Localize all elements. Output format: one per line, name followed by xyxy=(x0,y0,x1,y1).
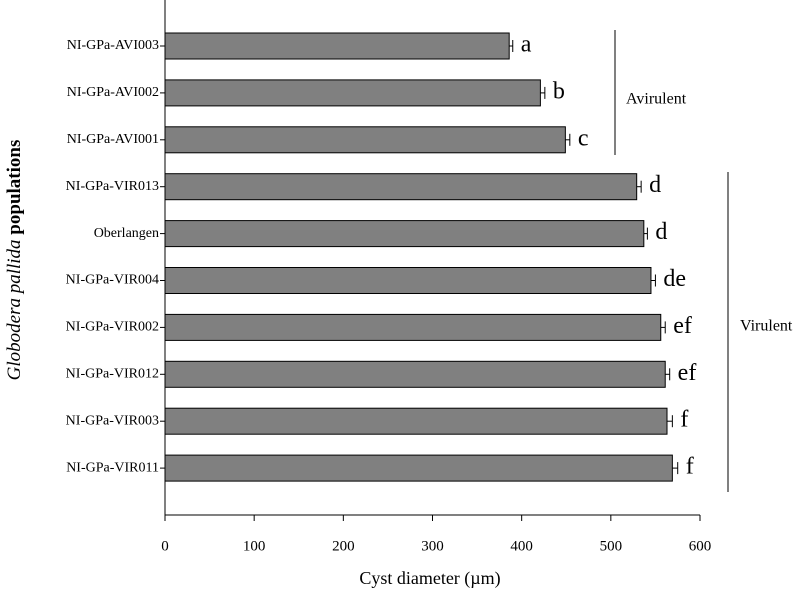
y-tick-label: Oberlangen xyxy=(94,226,159,241)
bar xyxy=(164,173,638,201)
significance-letter: d xyxy=(649,172,661,198)
error-bar xyxy=(509,40,514,52)
error-bar xyxy=(636,180,642,193)
bar xyxy=(164,220,645,248)
y-tick-label: NI-GPa-VIR013 xyxy=(66,179,159,194)
significance-letter: de xyxy=(663,266,686,292)
bar xyxy=(164,454,673,482)
x-tick-label: 400 xyxy=(510,538,533,554)
significance-letter: f xyxy=(680,407,688,433)
y-tick-label: NI-GPa-VIR012 xyxy=(66,367,159,382)
bar xyxy=(164,267,652,294)
x-tick-label: 200 xyxy=(332,538,355,554)
x-tick-label: 100 xyxy=(243,538,266,554)
y-tick-label: NI-GPa-AVI001 xyxy=(67,132,159,147)
bar xyxy=(164,407,668,435)
bar xyxy=(164,79,541,107)
error-bar xyxy=(660,321,666,334)
bar xyxy=(164,126,566,154)
significance-letter: a xyxy=(521,32,532,58)
bar xyxy=(164,360,666,388)
significance-letter: f xyxy=(686,454,694,480)
y-tick-label: NI-GPa-VIR004 xyxy=(66,273,159,288)
y-tick-label: NI-GPa-AVI002 xyxy=(67,85,159,100)
error-bar xyxy=(565,133,571,146)
y-axis-label-italic: Globodera pallida xyxy=(4,239,25,380)
error-bar xyxy=(665,368,671,381)
error-bar xyxy=(672,462,679,475)
significance-letter: b xyxy=(553,78,565,104)
y-axis-label-plain: populations xyxy=(4,140,25,235)
error-bar xyxy=(650,274,656,287)
x-tick-label: 600 xyxy=(689,538,712,554)
x-tick-label: 500 xyxy=(600,538,623,554)
x-tick-label: 0 xyxy=(161,538,169,554)
significance-letter: ef xyxy=(678,360,697,386)
x-axis-label: Cyst diameter (µm) xyxy=(359,568,500,589)
error-bar xyxy=(643,227,648,240)
y-tick-label: NI-GPa-VIR011 xyxy=(66,460,159,475)
y-tick-label: NI-GPa-VIR002 xyxy=(66,320,159,335)
bar xyxy=(164,32,510,60)
significance-letter: c xyxy=(578,125,589,151)
x-tick-label: 300 xyxy=(421,538,444,554)
y-tick-label: NI-GPa-AVI003 xyxy=(67,38,159,53)
y-axis-label: Globodera pallida populations xyxy=(4,140,25,381)
y-tick-label: NI-GPa-VIR003 xyxy=(66,413,159,428)
error-bar xyxy=(540,86,546,99)
significance-letter: d xyxy=(655,219,667,245)
group-label: Virulent xyxy=(740,318,793,335)
significance-letter: ef xyxy=(673,313,692,339)
bar xyxy=(164,313,662,341)
group-label: Avirulent xyxy=(626,91,687,108)
error-bar xyxy=(667,415,673,428)
